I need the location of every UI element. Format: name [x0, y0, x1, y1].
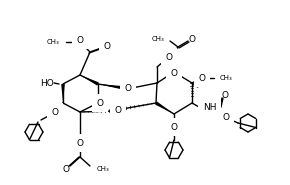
Text: O: O [166, 53, 173, 61]
Text: O: O [188, 34, 195, 43]
Text: O: O [97, 98, 104, 107]
Text: O: O [171, 68, 177, 78]
Text: O: O [124, 83, 131, 92]
Text: O: O [77, 139, 84, 147]
Text: O: O [222, 112, 229, 122]
Text: CH₃: CH₃ [151, 36, 164, 42]
Text: O: O [77, 36, 84, 45]
Text: O: O [104, 41, 110, 51]
Text: O: O [52, 107, 59, 117]
Text: CH₃: CH₃ [46, 39, 59, 45]
Polygon shape [98, 84, 124, 90]
Text: CH₃: CH₃ [220, 75, 233, 81]
Text: NH: NH [203, 102, 217, 112]
Text: O: O [63, 164, 70, 174]
Text: O: O [198, 73, 206, 83]
Polygon shape [61, 84, 65, 103]
Text: CH₃: CH₃ [97, 166, 110, 172]
Text: O: O [171, 122, 177, 132]
Text: O: O [222, 90, 229, 100]
Polygon shape [80, 75, 99, 86]
Polygon shape [155, 101, 174, 114]
Text: HO: HO [40, 78, 54, 88]
Text: O: O [115, 105, 122, 115]
